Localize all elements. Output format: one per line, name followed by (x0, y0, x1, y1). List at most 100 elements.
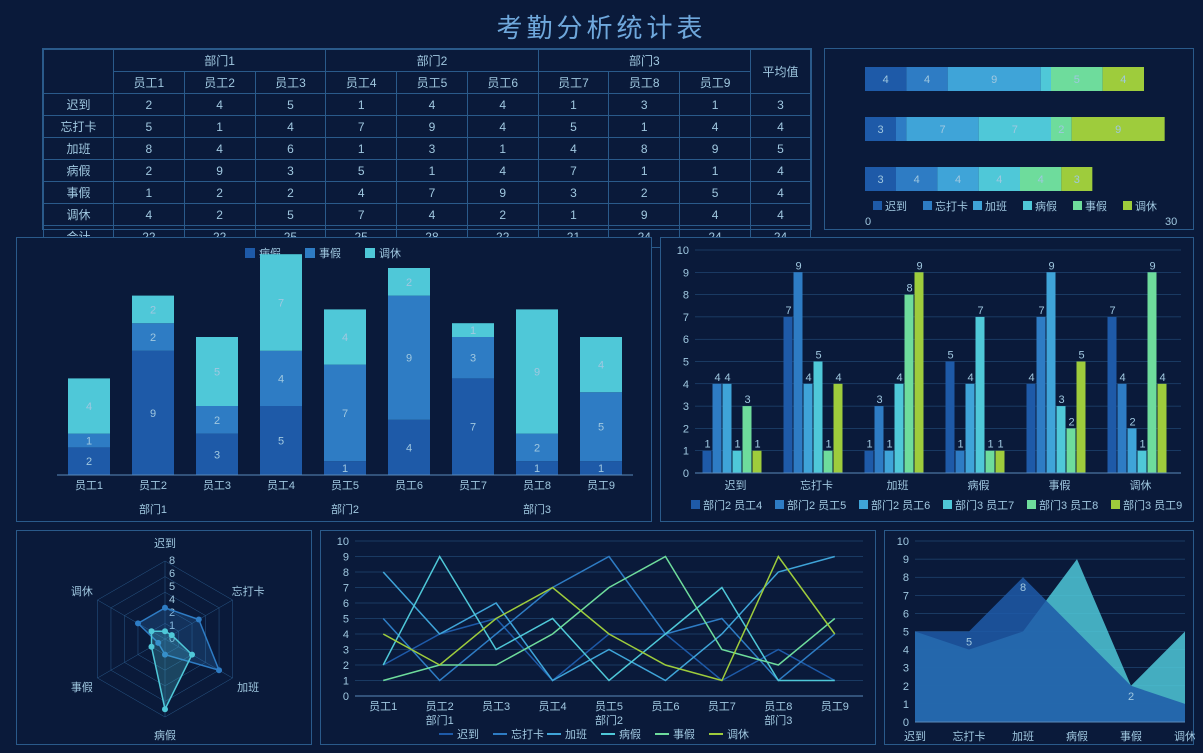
svg-text:调休: 调休 (727, 728, 749, 741)
svg-text:1: 1 (997, 439, 1003, 451)
svg-text:迟到: 迟到 (725, 479, 747, 492)
table-cell: 5 (255, 204, 326, 226)
svg-text:9: 9 (991, 74, 997, 86)
table-cell: 4 (397, 94, 468, 116)
svg-text:事假: 事假 (319, 246, 341, 260)
svg-text:员工9: 员工9 (587, 479, 615, 492)
table-cell: 9 (680, 138, 751, 160)
svg-text:10: 10 (677, 245, 689, 257)
svg-text:病假: 病假 (154, 728, 176, 742)
table-cell: 1 (397, 160, 468, 182)
svg-text:1: 1 (470, 325, 476, 337)
svg-text:5: 5 (815, 350, 821, 362)
svg-text:5: 5 (214, 367, 220, 379)
table-cell: 1 (680, 160, 751, 182)
svg-text:4: 4 (343, 629, 349, 641)
svg-text:2: 2 (683, 423, 689, 435)
svg-text:0: 0 (903, 717, 909, 729)
svg-text:迟到: 迟到 (154, 537, 176, 550)
svg-text:1: 1 (987, 439, 993, 451)
svg-text:7: 7 (470, 422, 476, 434)
svg-text:1: 1 (734, 439, 740, 451)
svg-text:5: 5 (169, 581, 175, 593)
svg-text:加班: 加班 (985, 200, 1007, 213)
svg-text:9: 9 (795, 260, 801, 272)
svg-text:7: 7 (939, 124, 945, 136)
svg-text:7: 7 (1012, 124, 1018, 136)
svg-text:4: 4 (1159, 372, 1165, 384)
svg-text:7: 7 (903, 590, 909, 602)
svg-text:2: 2 (1068, 416, 1074, 428)
svg-text:6: 6 (903, 608, 909, 620)
svg-text:7: 7 (342, 408, 348, 420)
svg-text:4: 4 (169, 594, 175, 606)
table-cell: 6 (255, 138, 326, 160)
svg-text:部门2 员工5: 部门2 员工5 (787, 498, 846, 512)
svg-text:2: 2 (1129, 416, 1135, 428)
table-cell: 5 (326, 160, 397, 182)
table-cell: 1 (538, 94, 609, 116)
table-cell: 2 (184, 204, 255, 226)
svg-text:10: 10 (337, 536, 349, 548)
svg-text:部门2: 部门2 (595, 713, 623, 727)
svg-text:员工8: 员工8 (523, 479, 551, 492)
svg-text:4: 4 (967, 372, 973, 384)
svg-text:7: 7 (785, 305, 791, 317)
svg-text:迟到: 迟到 (457, 728, 479, 741)
svg-text:4: 4 (1038, 174, 1044, 186)
svg-text:忘打卡: 忘打卡 (511, 727, 544, 741)
svg-text:部门3 员工8: 部门3 员工8 (1039, 498, 1098, 512)
svg-text:4: 4 (914, 174, 920, 186)
svg-text:6: 6 (343, 598, 349, 610)
svg-text:0: 0 (683, 468, 689, 480)
svg-text:9: 9 (534, 367, 540, 379)
svg-text:1: 1 (598, 463, 604, 475)
table-cell: 5 (538, 116, 609, 138)
svg-text:2: 2 (214, 415, 220, 427)
svg-text:1: 1 (343, 676, 349, 688)
row-label: 迟到 (44, 94, 114, 116)
svg-text:部门3: 部门3 (764, 713, 792, 727)
data-table: 部门1部门2部门3平均值员工1员工2员工3员工4员工5员工6员工7员工8员工9迟… (43, 49, 811, 248)
svg-text:调休: 调休 (379, 247, 401, 260)
svg-text:4: 4 (896, 372, 902, 384)
table-cell: 2 (114, 160, 185, 182)
svg-text:4: 4 (883, 74, 889, 86)
svg-text:加班: 加班 (237, 681, 259, 694)
table-cell: 8 (609, 138, 680, 160)
table-cell: 3 (609, 94, 680, 116)
svg-text:3: 3 (877, 124, 883, 136)
svg-text:1: 1 (704, 439, 710, 451)
svg-text:部门2 员工6: 部门2 员工6 (871, 498, 930, 512)
svg-text:2: 2 (903, 681, 909, 693)
svg-text:部门2: 部门2 (331, 502, 359, 516)
svg-text:部门3: 部门3 (523, 502, 551, 516)
table-cell: 4 (467, 116, 538, 138)
svg-text:病假: 病假 (1035, 199, 1057, 213)
svg-text:病假: 病假 (1066, 729, 1088, 743)
table-cell: 5 (680, 182, 751, 204)
svg-text:1: 1 (957, 439, 963, 451)
svg-text:忘打卡: 忘打卡 (935, 199, 968, 213)
data-table-panel: 部门1部门2部门3平均值员工1员工2员工3员工4员工5员工6员工7员工8员工9迟… (42, 48, 812, 230)
table-cell: 8 (114, 138, 185, 160)
table-cell: 4 (184, 94, 255, 116)
svg-text:员工4: 员工4 (538, 700, 566, 713)
table-cell: 4 (680, 204, 751, 226)
svg-text:3: 3 (876, 394, 882, 406)
table-cell: 9 (397, 116, 468, 138)
svg-text:1: 1 (683, 446, 689, 458)
row-label: 加班 (44, 138, 114, 160)
svg-text:4: 4 (714, 372, 720, 384)
svg-text:事假: 事假 (1085, 199, 1107, 213)
table-cell: 2 (609, 182, 680, 204)
svg-text:1: 1 (825, 439, 831, 451)
svg-text:4: 4 (805, 372, 811, 384)
svg-text:3: 3 (744, 394, 750, 406)
svg-text:5: 5 (947, 350, 953, 362)
svg-text:忘打卡: 忘打卡 (232, 584, 265, 598)
svg-text:3: 3 (214, 449, 220, 461)
table-cell: 4 (326, 182, 397, 204)
svg-text:5: 5 (903, 627, 909, 639)
svg-text:3: 3 (1058, 394, 1064, 406)
